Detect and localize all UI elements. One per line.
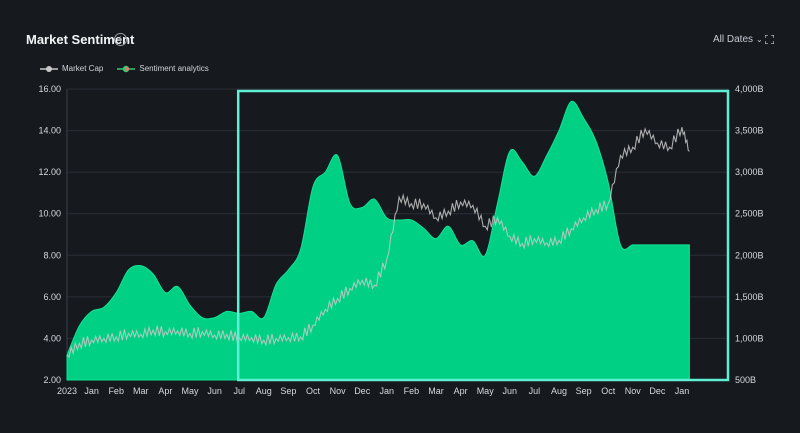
x-tick-label: Jul xyxy=(529,386,541,396)
chevron-down-icon: ⌄ xyxy=(756,35,763,44)
y-left-tick-label: 14.00 xyxy=(38,126,61,136)
x-tick-label: Feb xyxy=(404,386,420,396)
x-tick-label: May xyxy=(477,386,495,396)
x-tick-label: Feb xyxy=(108,386,124,396)
x-tick-label: Apr xyxy=(454,386,468,396)
y-right-tick-label: 4,000B xyxy=(735,84,764,94)
x-tick-label: Jan xyxy=(675,386,690,396)
y-right-tick-label: 1,500B xyxy=(735,292,764,302)
x-tick-label: Aug xyxy=(551,386,567,396)
x-tick-label: Dec xyxy=(354,386,371,396)
x-tick-label: Mar xyxy=(428,386,444,396)
y-right-tick-label: 1,000B xyxy=(735,333,764,343)
y-left-tick-label: 8.00 xyxy=(43,250,61,260)
x-tick-label: Jun xyxy=(503,386,518,396)
x-tick-label: Aug xyxy=(256,386,272,396)
y-left-tick-label: 10.00 xyxy=(38,209,61,219)
legend-label-sentiment: Sentiment analytics xyxy=(139,64,209,73)
x-tick-label: Oct xyxy=(306,386,321,396)
x-tick-label: Sep xyxy=(576,386,592,396)
dates-dropdown-label: All Dates xyxy=(713,34,754,45)
legend-item-market-cap[interactable]: Market Cap xyxy=(40,64,103,73)
x-tick-label: Nov xyxy=(330,386,347,396)
y-right-tick-label: 2,500B xyxy=(735,209,764,219)
y-right-tick-label: 3,500B xyxy=(735,126,764,136)
market-cap-line xyxy=(66,127,690,359)
y-left-tick-label: 12.00 xyxy=(38,167,61,177)
x-tick-label: May xyxy=(181,386,199,396)
sentiment-area xyxy=(66,100,690,381)
x-tick-label: Jan xyxy=(380,386,395,396)
legend-item-sentiment[interactable]: Sentiment analytics xyxy=(117,64,209,73)
x-tick-label: Mar xyxy=(133,386,149,396)
x-tick-label: Apr xyxy=(158,386,172,396)
chart-header: Market Sentiment i All Dates ⌄ xyxy=(0,0,800,70)
y-left-tick-label: 16.00 xyxy=(38,84,61,94)
x-tick-label: 2023 xyxy=(57,386,77,396)
chart-legend: Market Cap Sentiment analytics xyxy=(40,64,209,73)
y-left-tick-label: 2.00 xyxy=(43,375,61,385)
y-right-tick-label: 500B xyxy=(735,375,756,385)
dates-dropdown[interactable]: All Dates ⌄ xyxy=(713,34,763,45)
y-left-tick-label: 6.00 xyxy=(43,292,61,302)
info-icon[interactable]: i xyxy=(114,33,127,46)
legend-label-market-cap: Market Cap xyxy=(62,64,104,73)
x-tick-label: Nov xyxy=(625,386,642,396)
x-tick-label: Jan xyxy=(84,386,99,396)
sentiment-swatch xyxy=(117,65,136,72)
x-tick-label: Sep xyxy=(280,386,296,396)
x-tick-label: Jul xyxy=(233,386,245,396)
y-right-tick-label: 3,000B xyxy=(735,167,764,177)
market-cap-swatch xyxy=(40,65,58,72)
x-tick-label: Dec xyxy=(649,386,666,396)
y-right-tick-label: 2,000B xyxy=(735,250,764,260)
page-title: Market Sentiment xyxy=(26,32,135,47)
y-left-tick-label: 4.00 xyxy=(43,333,61,343)
x-tick-label: Oct xyxy=(601,386,616,396)
x-tick-label: Jun xyxy=(207,386,222,396)
highlight-box xyxy=(236,89,730,382)
